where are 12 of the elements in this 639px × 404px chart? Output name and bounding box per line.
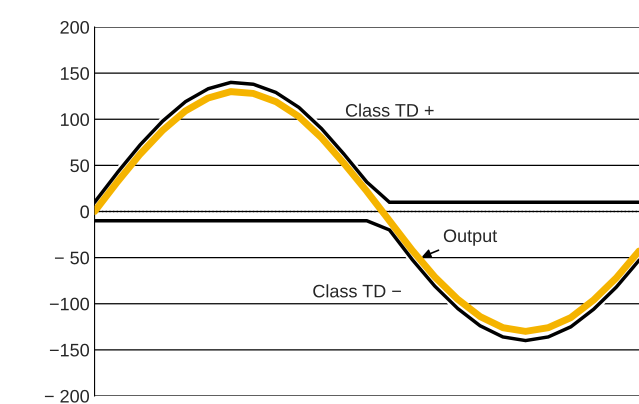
y-tick-label: 150 (60, 67, 90, 80)
y-tick-label: − 50 (54, 252, 90, 264)
y-tick-label: − 200 (44, 390, 90, 403)
y-tick-label: 50 (70, 159, 90, 172)
series-label: Class TD + (346, 103, 434, 117)
y-tick-label: 200 (60, 21, 90, 34)
series-label: Output (444, 229, 498, 246)
series-label: Class TD − (313, 284, 401, 298)
y-tick-label: −100 (50, 298, 90, 310)
y-tick-label: 100 (60, 113, 90, 126)
y-tick-label: −150 (50, 344, 90, 357)
y-tick-label: 0 (80, 205, 90, 218)
